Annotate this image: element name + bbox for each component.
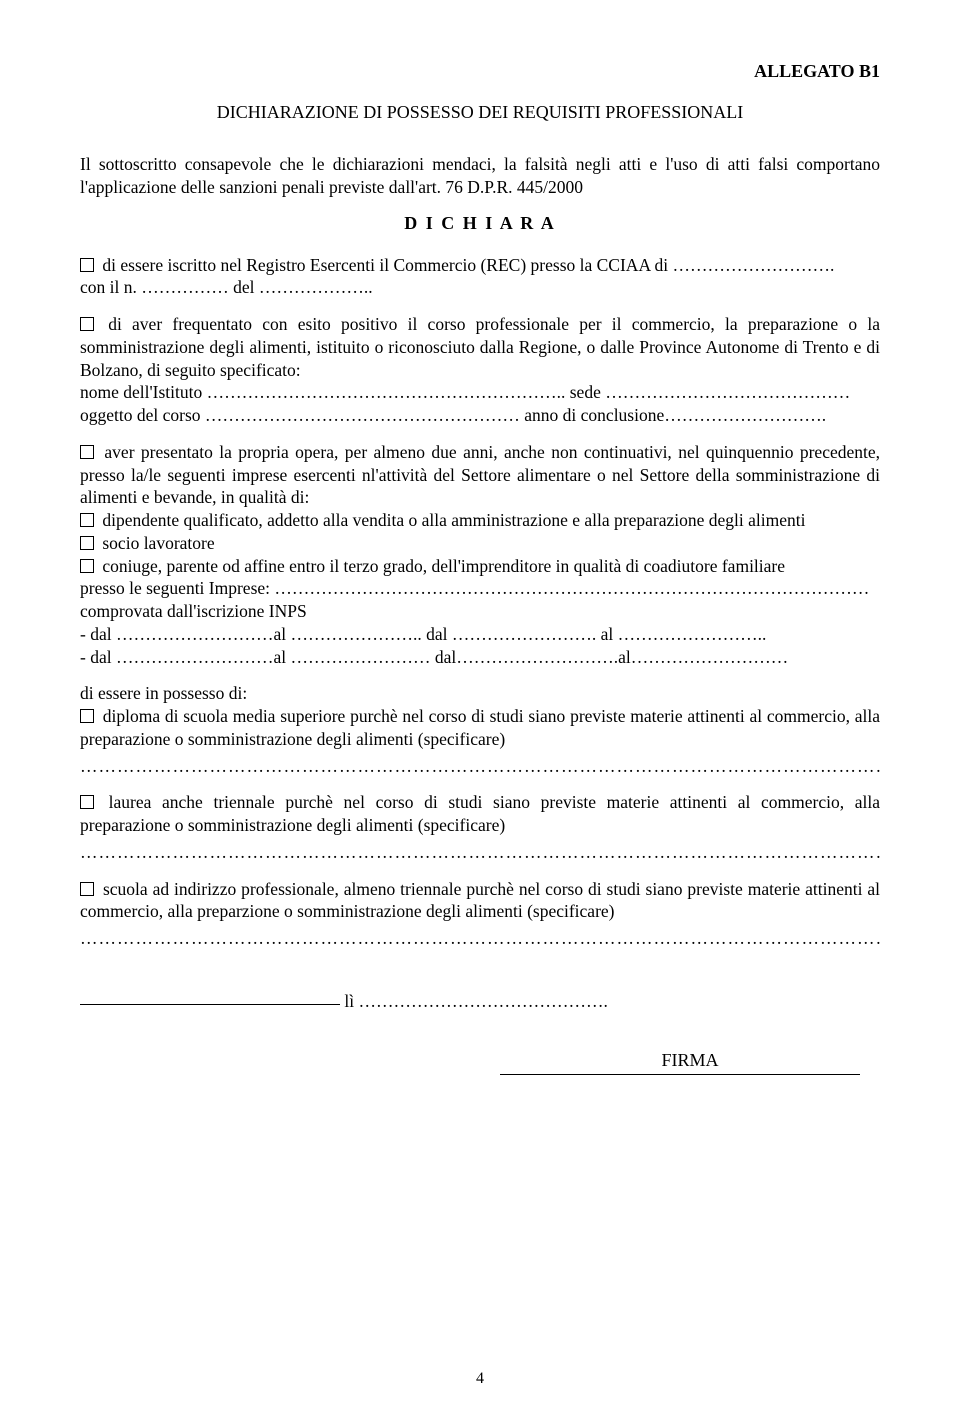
checkbox-icon[interactable] xyxy=(80,882,94,896)
checkbox-icon[interactable] xyxy=(80,536,94,550)
checkbox-icon[interactable] xyxy=(80,317,94,331)
item3-opt-b: socio lavoratore xyxy=(102,533,214,553)
fill-line: …………………………………………………………………………………………………………… xyxy=(80,755,880,778)
item3-text: aver presentato la propria opera, per al… xyxy=(80,442,880,508)
fill-line: …………………………………………………………………………………………………………… xyxy=(80,927,880,950)
checkbox-icon[interactable] xyxy=(80,559,94,573)
declaration-item-2: di aver frequentato con esito positivo i… xyxy=(80,313,880,427)
item6-text: scuola ad indirizzo professionale, almen… xyxy=(80,879,880,922)
underline xyxy=(80,1004,340,1005)
document-page: ALLEGATO B1 DICHIARAZIONE DI POSSESSO DE… xyxy=(0,0,960,1414)
checkbox-icon[interactable] xyxy=(80,709,94,723)
checkbox-icon[interactable] xyxy=(80,795,94,809)
fill-line: …………………………………………………………………………………………………………… xyxy=(80,841,880,864)
declaration-item-3: aver presentato la propria opera, per al… xyxy=(80,441,880,669)
checkbox-icon[interactable] xyxy=(80,445,94,459)
item5-text: laurea anche triennale purchè nel corso … xyxy=(80,792,880,835)
declaration-item-6: scuola ad indirizzo professionale, almen… xyxy=(80,878,880,924)
item3-opt-c: coniuge, parente od affine entro il terz… xyxy=(102,556,785,576)
declaration-item-1: di essere iscritto nel Registro Esercent… xyxy=(80,254,880,300)
document-title: DICHIARAZIONE DI POSSESSO DEI REQUISITI … xyxy=(80,101,880,124)
item3-row2: - dal ………………………al …………………… dal……………………….… xyxy=(80,647,788,667)
li-suffix: lì ……………………………………. xyxy=(340,991,608,1011)
dichiara-heading: D I C H I A R A xyxy=(80,212,880,235)
item4-text: diploma di scuola media superiore purchè… xyxy=(80,706,880,749)
allegato-header: ALLEGATO B1 xyxy=(80,60,880,83)
signature-block: FIRMA xyxy=(500,1049,880,1075)
item2-text: di aver frequentato con esito positivo i… xyxy=(80,314,880,380)
item3-presso: presso le seguenti Imprese: ………………………………… xyxy=(80,578,869,598)
item3-comprovata: comprovata dall'iscrizione INPS xyxy=(80,601,307,621)
item2-line-b: oggetto del corso ……………………………………………… ann… xyxy=(80,405,826,425)
intro-paragraph: Il sottoscritto consapevole che le dichi… xyxy=(80,153,880,199)
declaration-item-4: diploma di scuola media superiore purchè… xyxy=(80,705,880,751)
item2-line-a: nome dell'Istituto …………………………………………………….… xyxy=(80,382,850,402)
checkbox-icon[interactable] xyxy=(80,258,94,272)
declaration-item-5: laurea anche triennale purchè nel corso … xyxy=(80,791,880,837)
item1-text-a: di essere iscritto nel Registro Esercent… xyxy=(102,255,834,275)
item1-text-b: con il n. …………… del ……………….. xyxy=(80,277,373,297)
possesso-intro: di essere in possesso di: xyxy=(80,682,880,705)
firma-label: FIRMA xyxy=(500,1049,880,1072)
item3-row1: - dal ………………………al ………………….. dal ……………………… xyxy=(80,624,766,644)
place-date-line: lì ……………………………………. xyxy=(80,990,880,1013)
firma-underline xyxy=(500,1074,860,1075)
item3-opt-a: dipendente qualificato, addetto alla ven… xyxy=(102,510,805,530)
page-number: 4 xyxy=(0,1369,960,1390)
checkbox-icon[interactable] xyxy=(80,513,94,527)
